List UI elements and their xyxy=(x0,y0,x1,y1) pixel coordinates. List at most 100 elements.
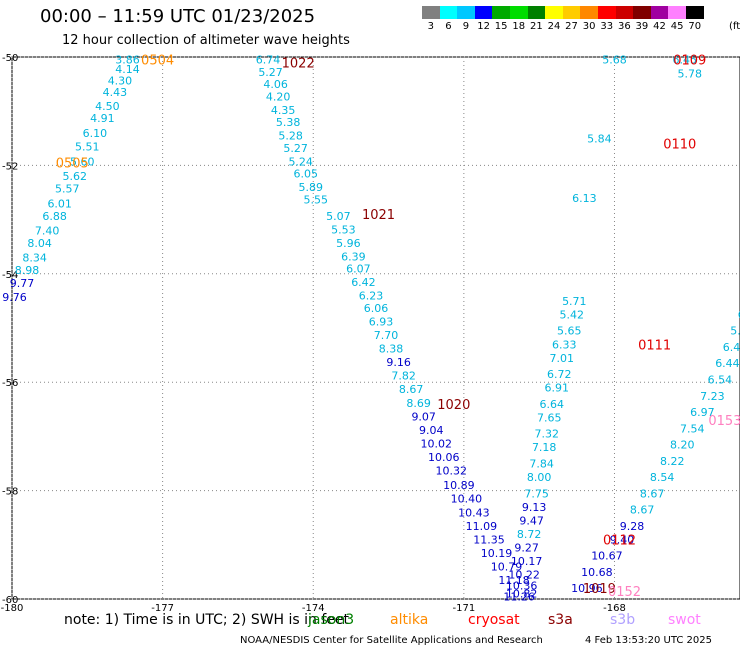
swh-label: 5.89 xyxy=(298,181,323,194)
swh-label: 8.67 xyxy=(640,487,665,500)
y-tick-label: -58 xyxy=(2,487,18,498)
swh-label: 5.42 xyxy=(560,308,585,321)
legend-label: 21 xyxy=(529,21,543,32)
swh-label: 7.32 xyxy=(534,428,559,441)
y-tick-label: -60 xyxy=(2,595,18,606)
swh-label: 10.43 xyxy=(458,506,490,519)
satellite-swot: swot xyxy=(668,612,701,628)
pass-time-label: 0110 xyxy=(663,138,696,153)
legend-swatch xyxy=(633,6,651,19)
legend-label: 27 xyxy=(565,21,578,32)
swh-label: 7.01 xyxy=(550,352,575,365)
swh-label: 6.45 xyxy=(673,54,698,67)
color-legend xyxy=(422,6,704,19)
pass-time-label: 0111 xyxy=(638,338,671,353)
swh-label: 7.84 xyxy=(529,458,554,471)
pass-time-label: 0109 xyxy=(673,54,706,69)
swh-label: 4.14 xyxy=(115,63,140,76)
legend-swatch xyxy=(545,6,563,19)
y-tick-label: -50 xyxy=(2,53,18,64)
swh-label: 6.10 xyxy=(83,127,108,140)
legend-swatch xyxy=(650,6,669,19)
swh-label: 6.88 xyxy=(42,210,67,223)
swh-label: 10.40 xyxy=(451,493,483,506)
y-tick-label: -56 xyxy=(2,378,18,389)
swh-label: 8.67 xyxy=(399,383,424,396)
satellite-altika: altika xyxy=(390,612,429,628)
swh-label: 11.35 xyxy=(473,533,505,546)
swh-label: 8.00 xyxy=(527,471,552,484)
swh-label: 6.74 xyxy=(256,54,281,67)
legend-label: 18 xyxy=(512,21,526,32)
legend-swatch xyxy=(439,6,458,19)
swh-label: 7.65 xyxy=(537,411,562,424)
swh-label: 6.64 xyxy=(539,398,564,411)
swh-label: 4.30 xyxy=(108,74,133,87)
swh-label: 11.26 xyxy=(503,590,535,603)
swh-label: 10.19 xyxy=(481,547,513,560)
legend-label: 33 xyxy=(600,21,614,32)
swh-label: 8.72 xyxy=(517,528,542,541)
pass-time-label: 1020 xyxy=(437,398,470,413)
chart-subtitle: 12 hour collection of altimeter wave hei… xyxy=(62,33,350,48)
legend-swatch xyxy=(474,6,493,19)
satellite-cryosat: cryosat xyxy=(468,612,520,628)
swh-label: 8.34 xyxy=(22,252,47,265)
swh-label: 6.72 xyxy=(547,368,572,381)
legend-label: 3 xyxy=(427,21,434,32)
swh-label: 8.04 xyxy=(27,237,52,250)
swh-label: 6.42 xyxy=(351,276,376,289)
swh-label: 10.02 xyxy=(420,437,452,450)
footer-timestamp: 4 Feb 13:53:20 UTC 2025 xyxy=(585,635,712,646)
legend-swatch xyxy=(509,6,528,19)
x-tick-label: -174 xyxy=(302,603,325,614)
swh-label: 8.38 xyxy=(379,343,404,356)
swh-label: 11.18 xyxy=(498,574,530,587)
swh-label: 9.40 xyxy=(610,533,635,546)
swh-label: 5.55 xyxy=(304,194,329,207)
y-tick-label: -52 xyxy=(2,161,18,172)
x-tick-label: -171 xyxy=(453,603,476,614)
legend-swatch xyxy=(527,6,546,19)
legend-swatch xyxy=(685,6,704,19)
swh-label: 10.06 xyxy=(428,451,460,464)
legend-label: 15 xyxy=(494,21,508,32)
swh-label: 6.39 xyxy=(341,250,366,263)
x-tick-label: -177 xyxy=(151,603,174,614)
swh-label: 5.24 xyxy=(288,156,313,169)
swh-label: 7.75 xyxy=(524,487,549,500)
swh-label: 7.40 xyxy=(35,224,60,237)
swh-label: 6.05 xyxy=(293,168,318,181)
swh-label: 10.89 xyxy=(443,479,475,492)
swh-label: 4.50 xyxy=(95,100,120,113)
swh-label: 5.68 xyxy=(602,54,627,67)
legend-label: 6 xyxy=(445,21,452,32)
swh-label: 10.32 xyxy=(436,465,468,478)
swh-label: 7.82 xyxy=(391,370,416,383)
legend-label: 36 xyxy=(617,21,631,32)
swh-label: 6.23 xyxy=(359,289,384,302)
swh-label: 8.98 xyxy=(15,264,40,277)
pass-time-label: 1021 xyxy=(362,208,395,223)
swh-label: 9.04 xyxy=(419,424,444,437)
legend-swatch xyxy=(492,6,510,19)
swh-label: 6.44 xyxy=(715,357,740,370)
legend-swatch xyxy=(562,6,581,19)
swh-label: 6.06 xyxy=(364,302,389,315)
swh-label: 6.54 xyxy=(708,373,733,386)
swh-label: 11.09 xyxy=(466,520,498,533)
swh-label: 7.18 xyxy=(532,441,557,454)
swh-label: 6.97 xyxy=(690,406,715,419)
satellite-s3a: s3a xyxy=(548,612,573,628)
legend-label: 12 xyxy=(477,21,490,32)
swh-label: 9.47 xyxy=(519,514,544,527)
swh-label: 10.36 xyxy=(506,579,538,592)
swh-label: 5.78 xyxy=(678,67,703,80)
pass-time-label: 0505 xyxy=(56,157,89,172)
legend-unit: (ft) xyxy=(729,21,740,32)
pass-time-label: 1019 xyxy=(583,582,616,597)
swh-label: 5.60 xyxy=(70,156,95,169)
swh-label: 6.13 xyxy=(572,192,597,205)
swh-label: 9.76 xyxy=(2,291,27,304)
